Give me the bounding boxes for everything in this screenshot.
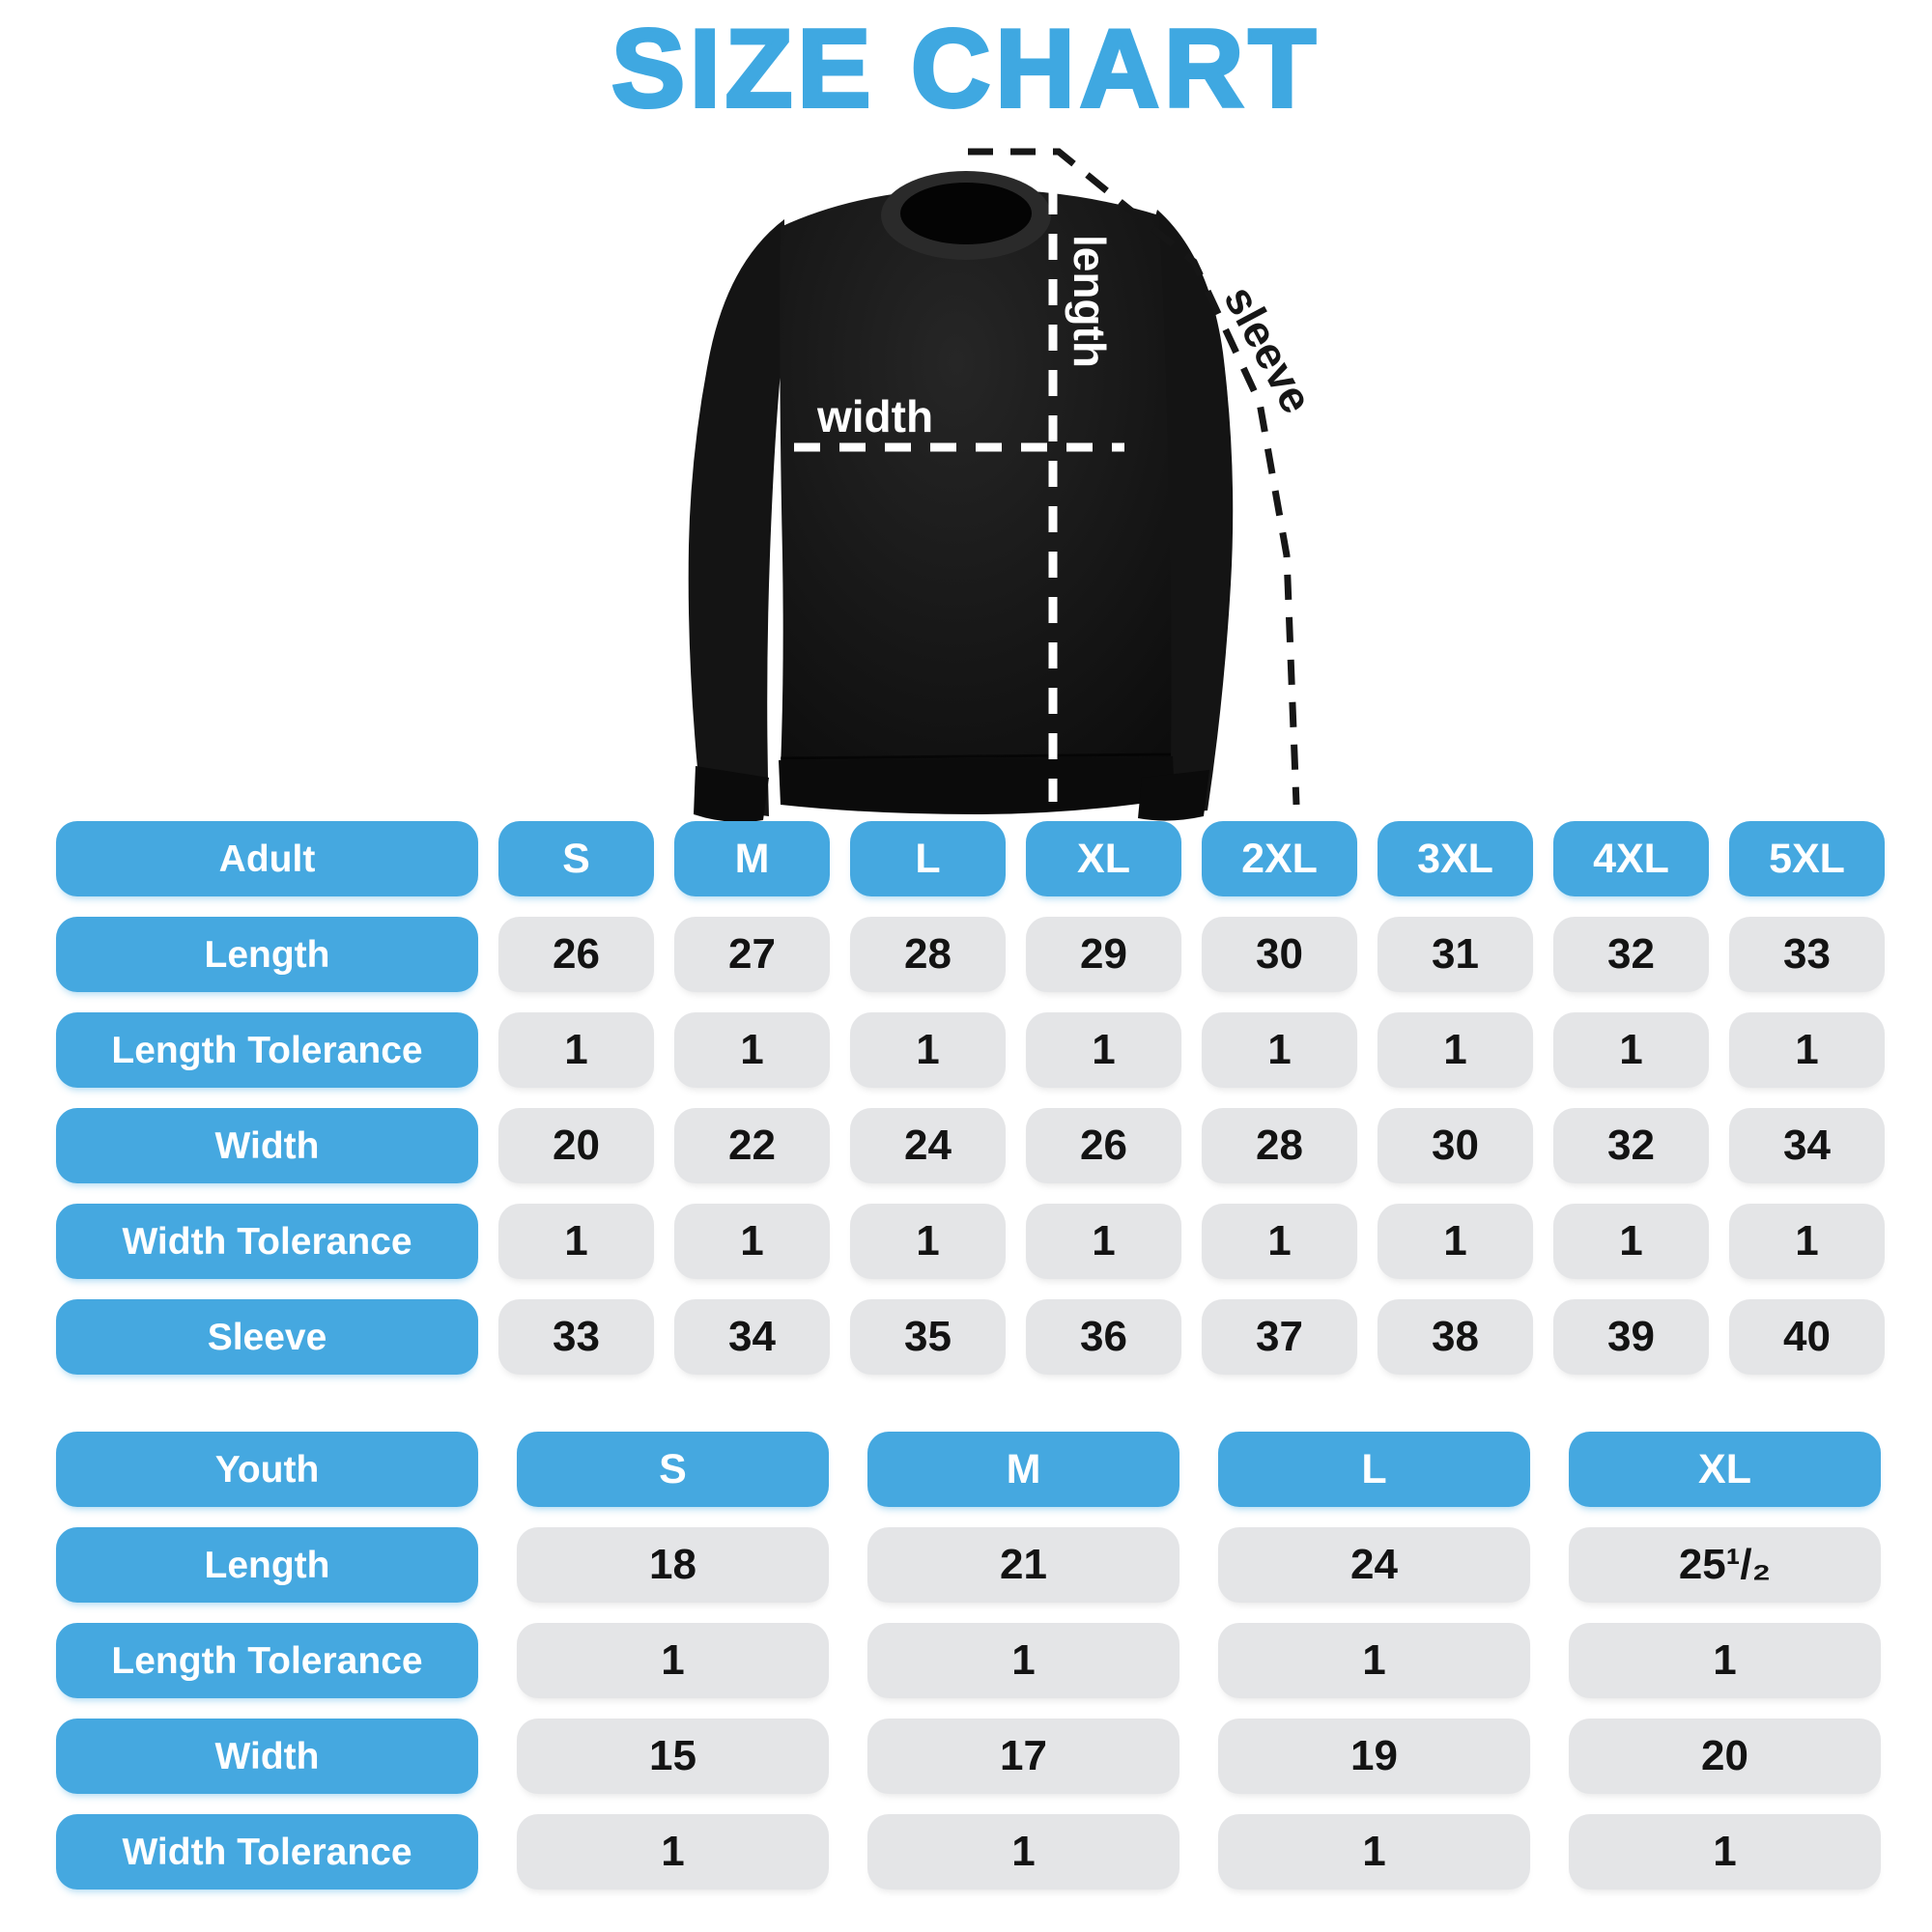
size-value: 1 bbox=[674, 1204, 830, 1279]
size-column-header: 2XL bbox=[1202, 821, 1357, 896]
width-label: width bbox=[816, 391, 933, 441]
size-value: 28 bbox=[850, 917, 1006, 992]
sweatshirt-measurement-diagram: width length sleeve bbox=[688, 148, 1322, 822]
adult-size-table: Adult S M L XL 2XL 3XL 4XL 5XL Length 26 27 28 29 30 31… bbox=[56, 821, 1885, 1375]
size-value: 28 bbox=[1202, 1108, 1357, 1183]
row-label: Length bbox=[56, 917, 478, 992]
size-value: 18 bbox=[517, 1527, 829, 1603]
sleeve-label: sleeve bbox=[1214, 277, 1322, 421]
size-value: 17 bbox=[867, 1719, 1179, 1794]
size-value: 1 bbox=[1026, 1204, 1181, 1279]
size-value: 29 bbox=[1026, 917, 1181, 992]
size-value: 1 bbox=[1553, 1204, 1709, 1279]
size-value: 1 bbox=[1378, 1204, 1533, 1279]
size-value: 1 bbox=[1202, 1204, 1357, 1279]
size-value: 1 bbox=[1553, 1012, 1709, 1088]
row-label: Sleeve bbox=[56, 1299, 478, 1375]
size-value: 32 bbox=[1553, 1108, 1709, 1183]
size-value: 26 bbox=[1026, 1108, 1181, 1183]
size-column-header: XL bbox=[1569, 1432, 1881, 1507]
size-value: 33 bbox=[498, 1299, 654, 1375]
size-column-header: S bbox=[517, 1432, 829, 1507]
left-cuff bbox=[694, 766, 769, 822]
hem-seam bbox=[780, 753, 1172, 760]
row-label: Width bbox=[56, 1108, 478, 1183]
size-value: 1 bbox=[1218, 1814, 1530, 1889]
row-label: Length Tolerance bbox=[56, 1012, 478, 1088]
size-value: 20 bbox=[498, 1108, 654, 1183]
size-value: 1 bbox=[1026, 1012, 1181, 1088]
size-value: 39 bbox=[1553, 1299, 1709, 1375]
size-value: 31 bbox=[1378, 917, 1533, 992]
size-value: 24 bbox=[850, 1108, 1006, 1183]
table-header-label: Youth bbox=[56, 1432, 478, 1507]
size-value: 15 bbox=[517, 1719, 829, 1794]
size-column-header: L bbox=[850, 821, 1006, 896]
size-value: 1 bbox=[1218, 1623, 1530, 1698]
size-column-header: 4XL bbox=[1553, 821, 1709, 896]
size-value: 24 bbox=[1218, 1527, 1530, 1603]
size-value: 1 bbox=[517, 1814, 829, 1889]
size-column-header: 3XL bbox=[1378, 821, 1533, 896]
sweatshirt-body bbox=[780, 188, 1172, 768]
left-sleeve bbox=[688, 219, 784, 816]
row-label: Length Tolerance bbox=[56, 1623, 478, 1698]
size-value: 1 bbox=[517, 1623, 829, 1698]
size-value: 32 bbox=[1553, 917, 1709, 992]
size-value: 1 bbox=[674, 1012, 830, 1088]
size-value: 1 bbox=[498, 1012, 654, 1088]
size-value: 40 bbox=[1729, 1299, 1885, 1375]
collar-opening bbox=[900, 183, 1032, 244]
size-value: 1 bbox=[867, 1814, 1179, 1889]
size-value: 1 bbox=[498, 1204, 654, 1279]
size-column-header: M bbox=[867, 1432, 1179, 1507]
size-value: 38 bbox=[1378, 1299, 1533, 1375]
length-label: length bbox=[1065, 235, 1115, 368]
size-value: 19 bbox=[1218, 1719, 1530, 1794]
hem-band bbox=[779, 756, 1175, 814]
size-value: 1 bbox=[867, 1623, 1179, 1698]
size-value: 30 bbox=[1202, 917, 1357, 992]
size-column-header: M bbox=[674, 821, 830, 896]
youth-size-table: Youth S M L XL Length 18 21 24 25¹/₂ Length Tolera… bbox=[56, 1432, 1881, 1889]
row-label: Width bbox=[56, 1719, 478, 1794]
size-value: 25¹/₂ bbox=[1569, 1527, 1881, 1603]
size-value: 1 bbox=[850, 1012, 1006, 1088]
size-value: 21 bbox=[867, 1527, 1179, 1603]
table-header-label: Adult bbox=[56, 821, 478, 896]
size-value: 27 bbox=[674, 917, 830, 992]
size-value: 1 bbox=[1378, 1012, 1533, 1088]
size-value: 20 bbox=[1569, 1719, 1881, 1794]
size-value: 34 bbox=[674, 1299, 830, 1375]
sleeve-measure-line bbox=[968, 148, 1300, 806]
size-column-header: XL bbox=[1026, 821, 1181, 896]
size-value: 35 bbox=[850, 1299, 1006, 1375]
size-value: 37 bbox=[1202, 1299, 1357, 1375]
size-value: 36 bbox=[1026, 1299, 1181, 1375]
size-value: 1 bbox=[1202, 1012, 1357, 1088]
size-value: 1 bbox=[1729, 1012, 1885, 1088]
size-value: 26 bbox=[498, 917, 654, 992]
size-value: 1 bbox=[1729, 1204, 1885, 1279]
row-label: Width Tolerance bbox=[56, 1204, 478, 1279]
right-cuff bbox=[1138, 770, 1209, 821]
size-value: 33 bbox=[1729, 917, 1885, 992]
size-value: 30 bbox=[1378, 1108, 1533, 1183]
row-label: Length bbox=[56, 1527, 478, 1603]
size-value: 34 bbox=[1729, 1108, 1885, 1183]
size-value: 1 bbox=[1569, 1623, 1881, 1698]
row-label: Width Tolerance bbox=[56, 1814, 478, 1889]
size-column-header: 5XL bbox=[1729, 821, 1885, 896]
size-value: 1 bbox=[1569, 1814, 1881, 1889]
size-column-header: L bbox=[1218, 1432, 1530, 1507]
size-column-header: S bbox=[498, 821, 654, 896]
size-value: 22 bbox=[674, 1108, 830, 1183]
page-title: SIZE CHART bbox=[610, 6, 1321, 132]
size-value: 1 bbox=[850, 1204, 1006, 1279]
